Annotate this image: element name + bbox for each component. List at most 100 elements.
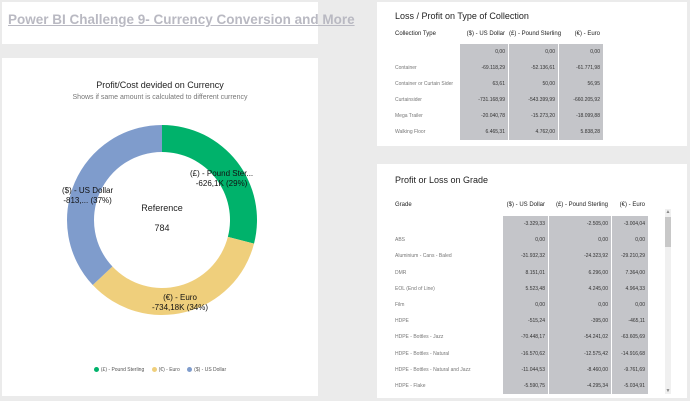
column-header[interactable]: Grade	[395, 202, 412, 208]
collection-table-title: Loss / Profit on Type of Collection	[395, 11, 529, 21]
row-label: HDPE - Bottles - Jazz	[395, 334, 444, 341]
table-cell[interactable]: 0,00	[503, 232, 548, 249]
table-cell[interactable]: -465,11	[612, 313, 648, 330]
table-cell[interactable]: 0,00	[559, 44, 603, 60]
legend-item-usd[interactable]: ($) - US Dollar	[187, 367, 226, 373]
table-cell[interactable]: -29.210,29	[612, 248, 648, 265]
table-cell[interactable]: -2.505,00	[549, 216, 611, 233]
donut-chart[interactable]: Reference 784	[2, 58, 318, 396]
table-cell[interactable]: -31.932,32	[503, 248, 548, 265]
table-cell[interactable]: 4.245,00	[549, 280, 611, 297]
donut-slice-usd[interactable]	[66, 125, 162, 286]
collection-type-table-card: Loss / Profit on Type of Collection Coll…	[377, 2, 687, 146]
report-title-link[interactable]: Power BI Challenge 9- Currency Conversio…	[8, 12, 355, 27]
table-cell[interactable]: -515,24	[503, 313, 548, 330]
legend-item-eur[interactable]: (€) - Euro	[151, 367, 180, 373]
table-cell[interactable]: -4.295,34	[549, 378, 611, 395]
table-cell[interactable]: -5.034,91	[612, 378, 648, 395]
slice-label-eur: (€) - Euro -734,18K (34%)	[152, 293, 208, 313]
grade-table-scrollbar[interactable]: ▲ ▼	[665, 209, 671, 394]
column-header[interactable]: ($) - US Dollar	[506, 202, 545, 208]
row-label: DMR	[395, 269, 407, 276]
table-cell[interactable]: 0,00	[612, 232, 648, 249]
donut-chart-card: Profit/Cost devided on Currency Shows if…	[2, 58, 318, 396]
column-separator	[548, 216, 549, 395]
table-cell[interactable]: 5.523,48	[503, 280, 548, 297]
legend-label-eur: (€) - Euro	[158, 367, 180, 373]
donut-center-value: 784	[154, 223, 169, 233]
table-cell[interactable]: -61.771,98	[559, 60, 603, 76]
donut-chart-title: Profit/Cost devided on Currency	[96, 80, 224, 90]
table-cell[interactable]: 0,00	[503, 297, 548, 314]
slice-label-usd: ($) - US Dollar -813,... (37%)	[62, 186, 113, 206]
row-label: Film	[395, 302, 405, 308]
table-cell[interactable]: -18.099,88	[559, 108, 603, 124]
donut-slice-gbp[interactable]	[162, 125, 257, 244]
row-label: HDPE - Flake	[395, 383, 426, 389]
column-header[interactable]: Collection Type	[395, 31, 436, 37]
row-label: Aluminium - Cans - Baled	[395, 253, 452, 260]
table-cell[interactable]: -660.205,92	[559, 92, 603, 108]
row-label: HDPE	[395, 318, 409, 325]
table-cell[interactable]: 8.151,01	[503, 264, 548, 281]
table-cell[interactable]: 6.296,00	[549, 264, 611, 281]
donut-slice-eur[interactable]	[92, 236, 255, 315]
table-cell[interactable]: 50,00	[509, 76, 558, 92]
table-cell[interactable]: -11.044,53	[503, 361, 548, 378]
table-cell[interactable]: -63.605,69	[612, 329, 648, 346]
scroll-up-icon[interactable]: ▲	[665, 209, 671, 215]
table-cell[interactable]: -9.761,69	[612, 361, 648, 378]
column-header[interactable]: (£) - Pound Sterling	[555, 202, 608, 208]
donut-chart-subtitle: Shows if same amount is calculated to di…	[72, 94, 248, 101]
table-cell[interactable]: 0,00	[460, 44, 508, 60]
row-label: Container	[395, 65, 417, 71]
table-cell[interactable]: -16.570,62	[503, 345, 548, 362]
table-cell[interactable]: -24.323,92	[549, 248, 611, 265]
table-cell[interactable]: 56,95	[559, 76, 603, 92]
table-cell[interactable]: 5.838,28	[559, 124, 603, 140]
slice-label-gbp: (£) - Pound Ster... -626,1K (29%)	[190, 169, 253, 189]
table-cell[interactable]: -15.273,20	[509, 108, 558, 124]
column-header[interactable]: ($) - US Dollar	[466, 31, 505, 37]
row-label: Curtainsider	[395, 97, 422, 103]
table-cell[interactable]: -5.590,75	[503, 378, 548, 395]
table-cell[interactable]: -20.040,78	[460, 108, 508, 124]
table-cell[interactable]: 6.465,31	[460, 124, 508, 140]
legend-item-gbp[interactable]: (£) - Pound Sterling	[93, 367, 145, 373]
legend-dot-usd	[187, 367, 193, 373]
table-cell[interactable]: 0,00	[612, 297, 648, 314]
scroll-down-icon[interactable]: ▼	[665, 388, 671, 394]
slice-label-usd-name: ($) - US Dollar	[62, 186, 114, 195]
table-cell[interactable]: 4.964,33	[612, 280, 648, 297]
title-card: Power BI Challenge 9- Currency Conversio…	[2, 2, 355, 44]
table-cell[interactable]: -3.004,04	[612, 216, 648, 233]
table-cell[interactable]: -52.136,61	[509, 60, 558, 76]
table-cell[interactable]: 7.364,00	[612, 264, 648, 281]
column-header[interactable]: (£) - Pound Sterling	[509, 31, 562, 37]
legend-label-usd: ($) - US Dollar	[194, 367, 227, 373]
donut-legend: (£) - Pound Sterling (€) - Euro ($) - US…	[2, 367, 318, 373]
table-cell[interactable]: 0,00	[509, 44, 558, 60]
table-cell[interactable]: -70.448,17	[503, 329, 548, 346]
column-separator	[508, 44, 509, 140]
column-header[interactable]: (€) - Euro	[619, 202, 645, 208]
slice-label-gbp-value: -626,1K (29%)	[195, 179, 248, 188]
table-cell[interactable]: -12.575,42	[549, 345, 611, 362]
table-cell[interactable]: 0,00	[549, 297, 611, 314]
table-cell[interactable]: -69.118,29	[460, 60, 508, 76]
table-cell[interactable]: -3.329,33	[503, 216, 548, 233]
table-cell[interactable]: 4.762,00	[509, 124, 558, 140]
table-cell[interactable]: 0,00	[549, 232, 611, 249]
table-cell[interactable]: -54.241,02	[549, 329, 611, 346]
legend-label-gbp: (£) - Pound Sterling	[100, 367, 145, 373]
table-cell[interactable]: -543.399,99	[509, 92, 558, 108]
column-header[interactable]: (€) - Euro	[574, 31, 600, 37]
table-cell[interactable]: -395,00	[549, 313, 611, 330]
table-cell[interactable]: 63,61	[460, 76, 508, 92]
table-cell[interactable]: -14.916,68	[612, 345, 648, 362]
table-cell[interactable]: -731.168,99	[460, 92, 508, 108]
legend-dot-eur	[151, 367, 157, 373]
table-cell[interactable]: -8.460,00	[549, 361, 611, 378]
row-label: HDPE - Bottles - Natural	[395, 350, 450, 357]
scroll-thumb[interactable]	[665, 217, 671, 247]
